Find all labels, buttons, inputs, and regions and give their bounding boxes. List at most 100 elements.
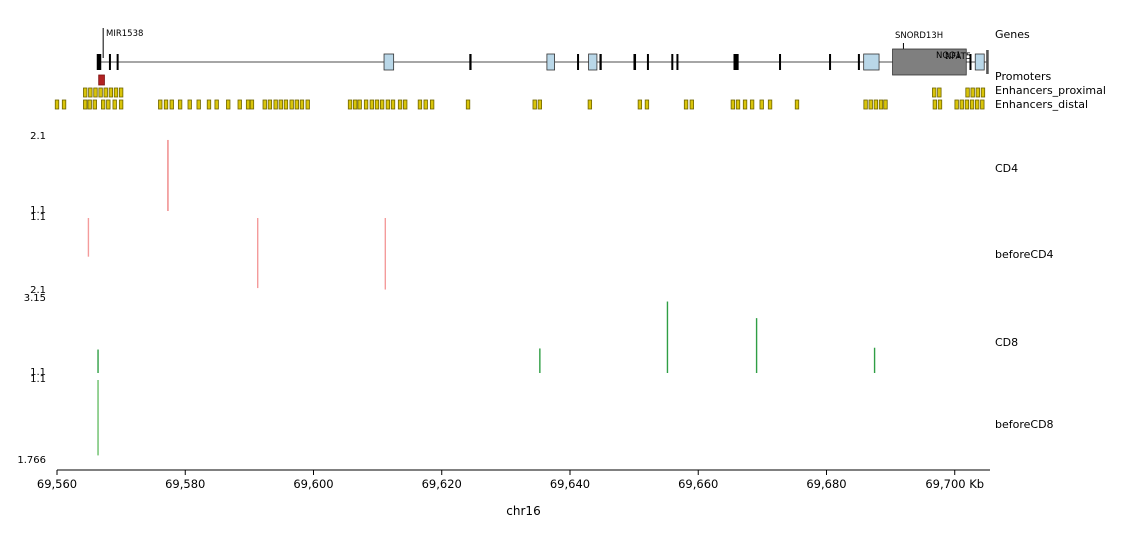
- enhancer-distal-box: [289, 99, 294, 110]
- enhancer-distal-box: [54, 99, 60, 110]
- gene-label-nfat5: NFAT5: [945, 52, 972, 62]
- x-axis-tick-label: 69,660: [678, 477, 719, 491]
- gene-feature-exon: [599, 54, 602, 70]
- enhancer-distal-box: [299, 99, 305, 110]
- enhancer-distal-box: [214, 99, 219, 110]
- enhancer-distal-box: [385, 99, 391, 110]
- enhancer-proximal-box: [970, 87, 975, 98]
- y-axis-label-beforecd4: 1.1: [30, 212, 46, 223]
- enhancer-proximal-box: [108, 87, 114, 98]
- x-axis-tick-label: 69,680: [806, 477, 847, 491]
- enhancer-distal-box: [964, 99, 970, 110]
- enhancer-distal-box: [226, 99, 231, 110]
- enhancer-distal-box: [249, 99, 255, 110]
- gene-feature-exon: [676, 54, 679, 70]
- x-axis-tick-label: 69,700 Kb: [925, 477, 985, 491]
- enhancer-proximal-box: [88, 87, 93, 98]
- enhancer-distal-box: [883, 99, 888, 110]
- gene-feature-exon: [829, 54, 832, 70]
- enhancer-distal-box: [369, 99, 374, 110]
- enhancer-distal-box: [163, 99, 169, 110]
- enhancer-distal-box: [305, 99, 310, 110]
- enhancer-distal-box: [742, 99, 748, 110]
- gene-feature-exon: [577, 54, 580, 70]
- x-axis-tick-label: 69,620: [421, 477, 462, 491]
- x-axis-tick-label: 69,580: [165, 477, 206, 491]
- beforecd4-track-label: beforeCD4: [995, 248, 1054, 261]
- gene-feature-gene_box: [892, 48, 967, 76]
- enhancers-proximal-track-label: Enhancers_proximal: [995, 84, 1106, 97]
- genes-track: [96, 28, 989, 76]
- enhancer-proximal-box: [83, 87, 88, 98]
- enhancer-distal-box: [245, 99, 251, 110]
- y-axis-label-cd4: 1.1: [30, 205, 46, 216]
- enhancer-distal-box: [158, 99, 163, 110]
- signal-track-beforecd4: [87, 218, 387, 290]
- enhancer-distal-box: [868, 99, 873, 110]
- signal-track-cd8: [97, 301, 876, 373]
- genes-track-label: Genes: [995, 28, 1030, 41]
- enhancer-distal-box: [397, 99, 403, 110]
- enhancer-distal-box: [730, 99, 736, 110]
- enhancer-distal-box: [237, 99, 242, 110]
- enhancer-distal-box: [637, 99, 643, 110]
- enhancer-distal-box: [423, 99, 428, 110]
- enhancer-distal-box: [689, 99, 694, 110]
- x-axis: [56, 469, 990, 475]
- enhancer-proximal-box: [932, 87, 937, 98]
- gene-feature-utr: [588, 53, 598, 71]
- enhancer-proximal-box: [113, 87, 119, 98]
- enhancer-distal-box: [169, 99, 174, 110]
- enhancer-distal-box: [101, 99, 106, 110]
- gene-feature-exon: [633, 54, 637, 70]
- beforecd8-track-label: beforeCD8: [995, 418, 1054, 431]
- y-axis-label-beforecd8: 1.1: [30, 374, 46, 385]
- enhancer-proximal-box: [965, 87, 970, 98]
- gene-label-mir1538: MIR1538: [106, 29, 144, 39]
- enhancer-distal-box: [759, 99, 764, 110]
- gene-feature-exon: [116, 54, 119, 70]
- promoters-track: [98, 74, 105, 86]
- gene-feature-utr: [863, 53, 880, 71]
- enhancer-distal-box: [390, 99, 396, 110]
- gene-feature-exon: [671, 54, 674, 70]
- promoter-box: [98, 74, 105, 86]
- enhancer-distal-box: [379, 99, 385, 110]
- enhancer-distal-box: [954, 99, 959, 110]
- enhancer-distal-box: [403, 99, 408, 110]
- enhancer-distal-box: [735, 99, 741, 110]
- enhancer-distal-box: [465, 99, 471, 110]
- enhancer-distal-box: [61, 99, 67, 110]
- enhancer-distal-box: [267, 99, 273, 110]
- enhancer-distal-box: [980, 99, 985, 110]
- enhancer-distal-box: [587, 99, 593, 110]
- enhancers-distal-track-label: Enhancers_distal: [995, 98, 1089, 111]
- y-axis-label-beforecd8: 1.766: [17, 455, 46, 466]
- enhancer-distal-box: [969, 99, 975, 110]
- enhancer-distal-box: [278, 99, 283, 110]
- enhancer-distal-box: [363, 99, 369, 110]
- enhancer-distal-box: [294, 99, 299, 110]
- enhancer-distal-box: [87, 99, 92, 110]
- enhancer-distal-box: [112, 99, 117, 110]
- cd4-track-label: CD4: [995, 162, 1019, 175]
- x-axis-tick-label: 69,600: [293, 477, 334, 491]
- y-axis-label-cd8: 3.15: [23, 293, 46, 304]
- enhancer-distal-box: [262, 99, 267, 110]
- gene-feature-exon: [857, 54, 860, 70]
- enhancer-distal-box: [353, 99, 358, 110]
- gene-feature-utr: [546, 53, 555, 71]
- enhancer-distal-box: [417, 99, 423, 110]
- enhancer-distal-box: [347, 99, 353, 110]
- promoters-track-label: Promoters: [995, 70, 1052, 83]
- gene-feature-exon: [469, 54, 472, 70]
- enhancer-distal-box: [206, 99, 212, 110]
- enhancer-distal-box: [878, 99, 884, 110]
- enhancer-distal-box: [937, 99, 943, 110]
- enhancer-distal-box: [975, 99, 980, 110]
- enhancer-proximal-box: [103, 87, 108, 98]
- enhancer-distal-box: [873, 99, 879, 110]
- y-axis-label-cd4: 2.1: [30, 131, 46, 142]
